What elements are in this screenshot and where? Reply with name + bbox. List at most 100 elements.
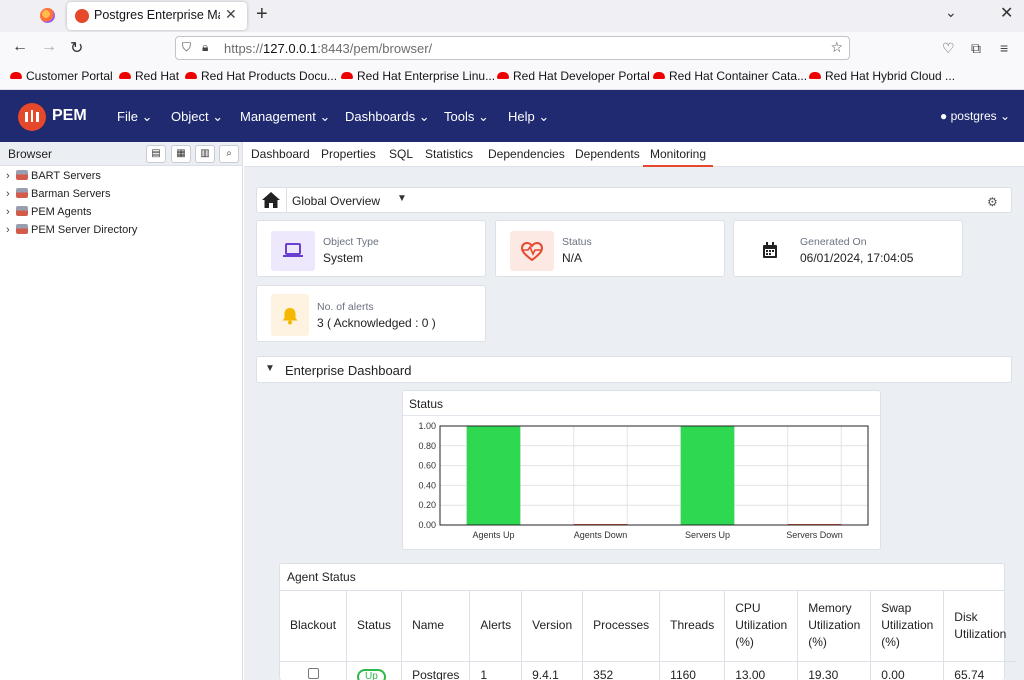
browser-toolbar: ← → ↻ ⛉ 🔒︎ https://127.0.0.1:8443/pem/br… (0, 32, 1024, 64)
bookmark-label: Red Hat Enterprise Linu... (357, 69, 496, 83)
tab-dashboard[interactable]: Dashboard (251, 147, 310, 161)
y-tick-label: 0.20 (418, 500, 436, 510)
search-icon[interactable]: ⌕ (219, 145, 239, 163)
status-badge: Up (357, 668, 386, 680)
tab-monitoring[interactable]: Monitoring (643, 147, 714, 167)
home-icon[interactable] (261, 191, 281, 209)
name-cell[interactable]: Postgres (401, 661, 471, 680)
column-header[interactable]: Processes (582, 591, 661, 662)
chevron-right-icon[interactable]: › (6, 224, 10, 236)
menu-help[interactable]: Help ⌄ (508, 109, 549, 125)
shield-icon[interactable]: ⛉ (182, 40, 192, 54)
tab-sql[interactable]: SQL (389, 147, 414, 161)
bookmark-item[interactable]: Red Hat Container Cata... (653, 69, 807, 83)
chevron-down-icon[interactable]: ▼ (265, 363, 275, 374)
pocket-icon[interactable]: ♡ (942, 40, 955, 56)
extensions-icon[interactable]: ⧉ (971, 40, 981, 56)
chevron-right-icon[interactable]: › (6, 170, 10, 182)
user-menu[interactable]: ● postgres ⌄ (940, 109, 1010, 123)
tree-node-bart-servers[interactable]: › BART Servers (6, 170, 101, 182)
bookmark-star-icon[interactable]: ☆ (830, 39, 843, 55)
column-header[interactable]: Blackout (280, 591, 348, 662)
forward-icon[interactable]: → (41, 38, 57, 55)
server-group-icon (16, 170, 28, 180)
alerts-cell: 1 (469, 661, 523, 680)
object-tabs: Dashboard Properties SQL Statistics Depe… (244, 142, 1024, 167)
status-bar-chart: 0.00 0.20 0.40 0.60 0.80 1.00 Agents Up Agents … (418, 421, 869, 540)
table-row[interactable]: Up Postgres 1 9.4.1 352 1160 13.00 19.30… (280, 661, 1016, 680)
column-header[interactable]: Name (401, 591, 471, 662)
bookmark-item[interactable]: Red Hat Products Docu... (185, 69, 337, 83)
column-header[interactable]: Swap Utilization (%) (870, 591, 945, 662)
chevron-down-icon[interactable]: ⌄ (945, 4, 957, 20)
url-bar[interactable]: ⛉ 🔒︎ https://127.0.0.1:8443/pem/browser/… (175, 36, 850, 60)
menu-tools[interactable]: Tools ⌄ (444, 109, 489, 125)
column-header[interactable]: Disk Utilization (943, 591, 1017, 662)
column-header[interactable]: Alerts (469, 591, 523, 662)
chevron-down-icon[interactable]: ▼ (397, 193, 407, 204)
browser-tab[interactable]: Postgres Enterprise Manager ✕ (67, 2, 247, 30)
bookmark-item[interactable]: Red Hat Enterprise Linu... (341, 69, 495, 83)
tab-statistics[interactable]: Statistics (425, 147, 474, 161)
bookmark-label: Red Hat Container Cata... (669, 69, 808, 83)
menu-dashboards[interactable]: Dashboards ⌄ (345, 109, 430, 125)
x-tick-label: Agents Down (574, 530, 628, 540)
menu-object[interactable]: Object ⌄ (171, 109, 223, 125)
tree-label: PEM Server Directory (31, 224, 138, 236)
tab-dependencies[interactable]: Dependencies (488, 147, 565, 161)
column-header[interactable]: CPU Utilization (%) (724, 591, 799, 662)
url-text[interactable]: https://127.0.0.1:8443/pem/browser/ (224, 41, 432, 56)
blackout-checkbox[interactable] (307, 667, 319, 679)
filter-rows-icon[interactable]: ▥ (195, 145, 215, 163)
close-tab-icon[interactable]: ✕ (225, 6, 237, 22)
chevron-right-icon[interactable]: › (6, 188, 10, 200)
column-header[interactable]: Threads (659, 591, 726, 662)
menu-file[interactable]: File ⌄ (117, 109, 152, 125)
bookmark-label: Red Hat Developer Portal (513, 69, 650, 83)
generated-on-card: Generated On 06/01/2024, 17:04:05 (733, 220, 963, 277)
status-chart-card: Status 0.00 0.20 0.40 0.60 0.80 1.00 Agents Up… (402, 390, 881, 550)
query-tool-icon[interactable]: ▤ (146, 145, 166, 163)
column-header[interactable]: Version (521, 591, 584, 662)
cpu-cell: 13.00 (724, 661, 799, 680)
chart-title: Status (409, 397, 444, 411)
back-icon[interactable]: ← (12, 38, 28, 55)
column-header[interactable]: Memory Utilization (%) (797, 591, 872, 662)
chevron-down-icon: ⌄ (418, 109, 430, 124)
status-value: N/A (562, 251, 583, 265)
laptop-icon (271, 231, 315, 271)
firefox-icon[interactable] (40, 8, 55, 23)
tab-properties[interactable]: Properties (321, 147, 376, 161)
tree-label: BART Servers (31, 170, 101, 182)
menu-icon[interactable]: ≡ (1000, 40, 1009, 56)
bookmark-item[interactable]: Red Hat (119, 69, 179, 83)
bookmark-item[interactable]: Customer Portal (10, 69, 113, 83)
lock-icon[interactable]: 🔒︎ (202, 40, 209, 54)
bookmark-item[interactable]: Red Hat Developer Portal (497, 69, 650, 83)
bookmark-item[interactable]: Red Hat Hybrid Cloud ... (809, 69, 955, 83)
menu-management[interactable]: Management ⌄ (240, 109, 330, 125)
bookmarks-bar: Customer Portal Red Hat Red Hat Products… (0, 64, 1024, 90)
chevron-down-icon: ⌄ (477, 109, 489, 124)
reload-icon[interactable]: ↻ (70, 40, 84, 57)
close-window-icon[interactable]: ✕ (1000, 5, 1014, 22)
new-tab-icon[interactable]: + (256, 3, 268, 25)
bookmark-label: Red Hat Products Docu... (201, 69, 338, 83)
dashboard-selector[interactable]: Global Overview (292, 194, 381, 208)
object-type-label: Object Type (323, 236, 379, 248)
enterprise-dashboard-header[interactable]: ▼ Enterprise Dashboard (256, 356, 1012, 383)
x-tick-label: Servers Down (786, 530, 843, 540)
gear-icon[interactable]: ⚙ (987, 195, 998, 209)
tree-node-barman-servers[interactable]: › Barman Servers (6, 188, 110, 200)
y-tick-label: 0.80 (418, 441, 436, 451)
column-header[interactable]: Status (346, 591, 403, 662)
redhat-icon (341, 72, 353, 79)
divider (286, 188, 287, 212)
view-data-icon[interactable]: ▦ (171, 145, 191, 163)
tree-label: Barman Servers (31, 188, 111, 200)
chevron-right-icon[interactable]: › (6, 206, 10, 218)
tab-dependents[interactable]: Dependents (575, 147, 640, 161)
heartbeat-icon (510, 231, 554, 271)
tree-node-pem-server-directory[interactable]: › PEM Server Directory (6, 224, 137, 236)
tree-node-pem-agents[interactable]: › PEM Agents (6, 206, 92, 218)
